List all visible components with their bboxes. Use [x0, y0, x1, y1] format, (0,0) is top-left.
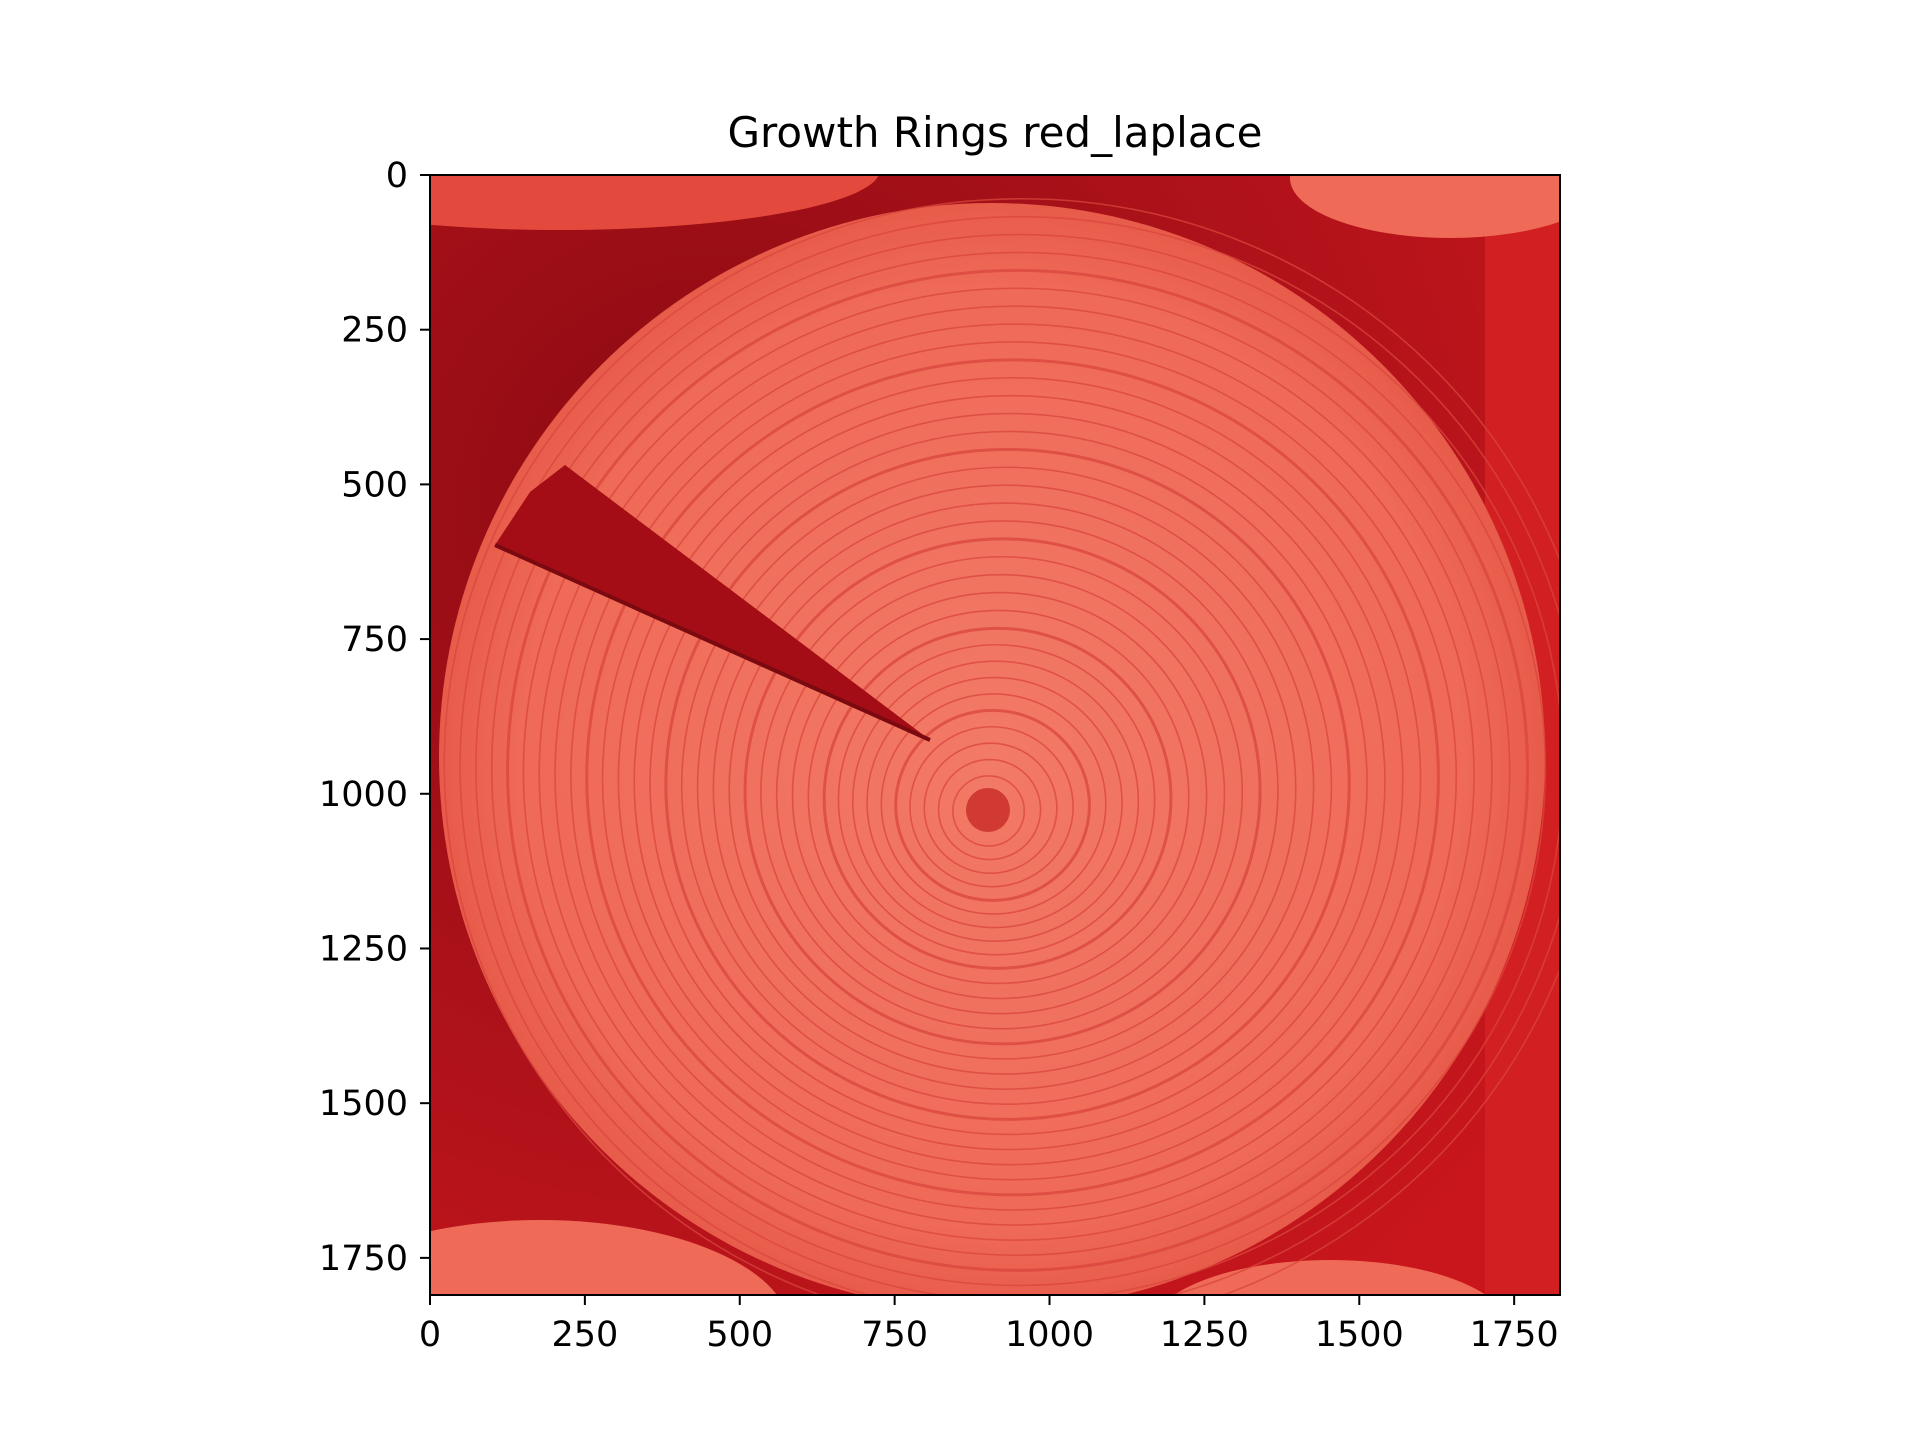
growth-ring [952, 775, 1026, 847]
growth-ring [743, 537, 1262, 1046]
growth-ring [851, 660, 1140, 942]
growth-ring [760, 555, 1244, 1030]
pith [966, 788, 1010, 832]
growth-ring [585, 358, 1440, 1197]
growth-ring [728, 520, 1279, 1060]
y-axis: 0 250 500 750 1000 1250 1500 1750 [319, 156, 430, 1279]
x-tick-label: 0 [419, 1315, 441, 1355]
growth-ring [475, 233, 1560, 1295]
growth-ring [490, 251, 1547, 1287]
growth-ring [538, 305, 1493, 1241]
growth-ring [617, 394, 1404, 1166]
chart-title: Growth Rings red_laplace [728, 108, 1263, 157]
growth-ring [837, 643, 1156, 956]
x-tick-label: 500 [706, 1315, 773, 1355]
x-tick-label: 1250 [1160, 1315, 1249, 1355]
growth-ring [909, 725, 1074, 888]
growth-ring [443, 198, 1560, 1295]
growth-ring [696, 484, 1315, 1090]
x-axis: 0 250 500 750 1000 1250 1500 1750 [419, 1295, 1559, 1355]
y-tick-label: 250 [341, 311, 408, 351]
growth-ring [554, 323, 1475, 1226]
growth-ring [880, 693, 1107, 915]
growth-ring [506, 268, 1530, 1272]
axes-frame [429, 174, 1561, 1296]
y-tick-label: 750 [341, 620, 408, 660]
crack-line [494, 543, 931, 742]
growth-ring [522, 287, 1511, 1257]
x-tick-label: 1500 [1315, 1315, 1404, 1355]
growth-ring [791, 591, 1208, 1000]
growth-ring [680, 466, 1333, 1106]
y-tick-label: 1500 [319, 1084, 408, 1124]
growth-rings [443, 198, 1560, 1295]
top-left-log [430, 175, 879, 230]
growth-ring [894, 708, 1091, 902]
growth-ring [866, 676, 1123, 929]
x-tick-label: 750 [861, 1315, 928, 1355]
bottom-right-log [1174, 1260, 1486, 1295]
y-tick-label: 1750 [319, 1239, 408, 1279]
growth-ring [570, 341, 1458, 1211]
growth-ring [664, 447, 1351, 1121]
growth-ring [601, 376, 1422, 1181]
x-tick-label: 250 [551, 1315, 618, 1355]
bottom-left-log [430, 1220, 777, 1295]
growth-ring [822, 626, 1173, 970]
growth-ring [775, 573, 1226, 1015]
x-tick-label: 1000 [1005, 1315, 1094, 1355]
top-right-log [1290, 175, 1560, 238]
crack-wedge [495, 465, 930, 740]
growth-ring [923, 742, 1058, 874]
growth-ring [937, 758, 1042, 861]
y-tick-label: 0 [386, 156, 408, 196]
growth-ring [633, 412, 1386, 1151]
growth-ring [649, 430, 1368, 1136]
y-tick-label: 500 [341, 465, 408, 505]
growth-ring [459, 216, 1560, 1295]
growth-ring [807, 609, 1190, 985]
y-tick-label: 1250 [319, 929, 408, 969]
x-tick-label: 1750 [1470, 1315, 1559, 1355]
growth-ring [712, 502, 1297, 1075]
image-heatmap [430, 175, 1560, 1295]
y-tick-label: 1000 [319, 775, 408, 815]
